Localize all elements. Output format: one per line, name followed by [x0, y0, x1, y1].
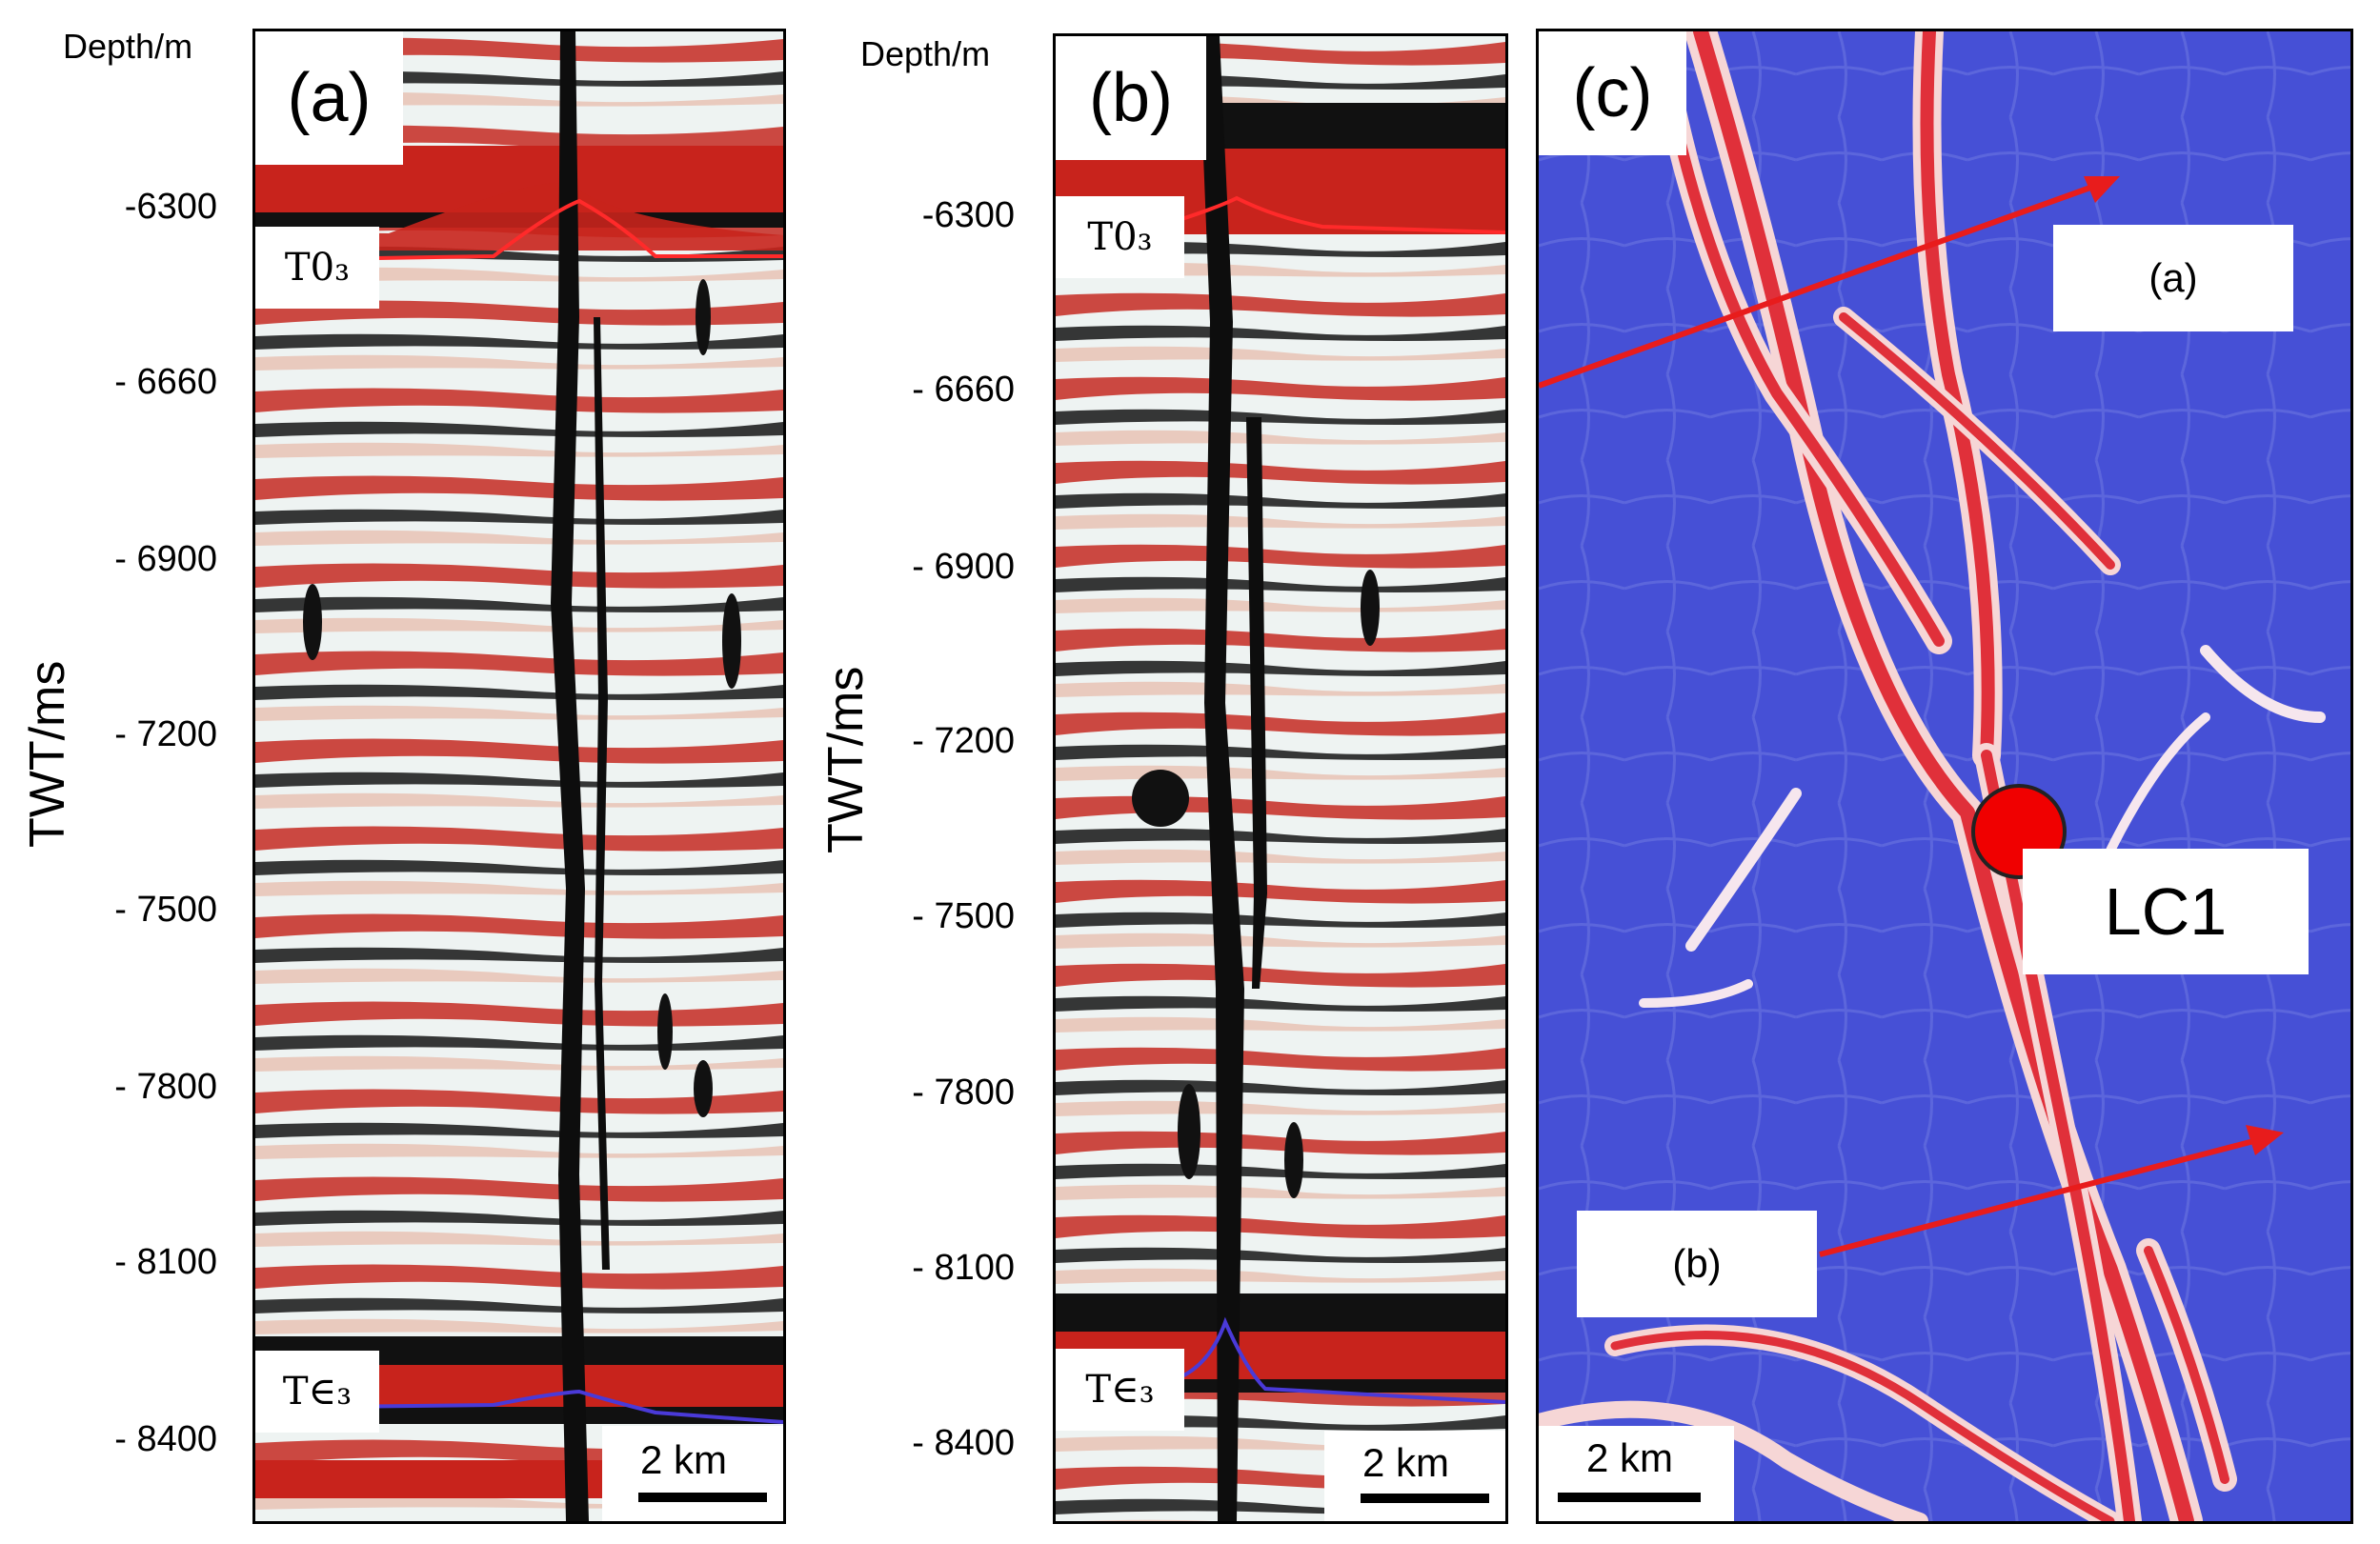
tick-label: - 7800	[114, 1067, 217, 1107]
scale-bar-a: 2 km	[602, 1426, 783, 1521]
tick-label: - 7800	[912, 1073, 1015, 1113]
scale-bar-c: 2 km	[1539, 1426, 1734, 1521]
tick-label: - 6900	[114, 539, 217, 579]
tick-label: - 6660	[912, 370, 1015, 410]
panel-label-a: (a)	[255, 31, 403, 165]
horizon-label-bottom-b: T∈₃	[1056, 1349, 1184, 1431]
tick-label: - 8100	[114, 1242, 217, 1282]
scale-bar-line	[638, 1493, 767, 1502]
scale-bar-label: 2 km	[640, 1437, 728, 1482]
tick-label: - 7200	[114, 714, 217, 754]
tick-label: - 8400	[114, 1419, 217, 1459]
well-label-lc1: LC1	[2023, 849, 2309, 974]
horizon-label-top-b: T0₃	[1056, 196, 1184, 278]
attribute-map-c: (c) (a) LC1 (b) 2 km	[1536, 29, 2353, 1524]
tick-label: - 7500	[912, 896, 1015, 936]
seismic-section-a: (a) T0₃ T∈₃ 2 km	[252, 29, 786, 1524]
depth-label-a: Depth/m	[63, 27, 193, 66]
panel-label-c: (c)	[1539, 31, 1686, 155]
section-b-marker-label: (b)	[1577, 1211, 1817, 1317]
tick-label: - 7200	[912, 721, 1015, 761]
tick-label: - 6900	[912, 547, 1015, 587]
panel-label-b: (b)	[1056, 36, 1206, 160]
tick-label: - 8400	[912, 1423, 1015, 1463]
scale-bar-line	[1361, 1494, 1489, 1503]
scale-bar-line	[1558, 1493, 1701, 1502]
tick-label: -6300	[921, 195, 1015, 235]
section-a-marker-label: (a)	[2053, 225, 2293, 331]
tick-label: - 8100	[912, 1248, 1015, 1288]
tick-label: -6300	[124, 187, 217, 227]
depth-label-b: Depth/m	[860, 34, 991, 73]
tick-label: - 7500	[114, 890, 217, 930]
tick-label: - 6660	[114, 362, 217, 402]
scale-bar-label: 2 km	[1362, 1440, 1450, 1485]
scale-bar-b: 2 km	[1324, 1431, 1505, 1521]
horizon-label-top-a: T0₃	[255, 227, 379, 309]
seismic-section-b: (b) T0₃ T∈₃ 2 km	[1053, 33, 1508, 1524]
horizon-label-bottom-a: T∈₃	[255, 1351, 379, 1433]
scale-bar-label: 2 km	[1586, 1435, 1674, 1480]
